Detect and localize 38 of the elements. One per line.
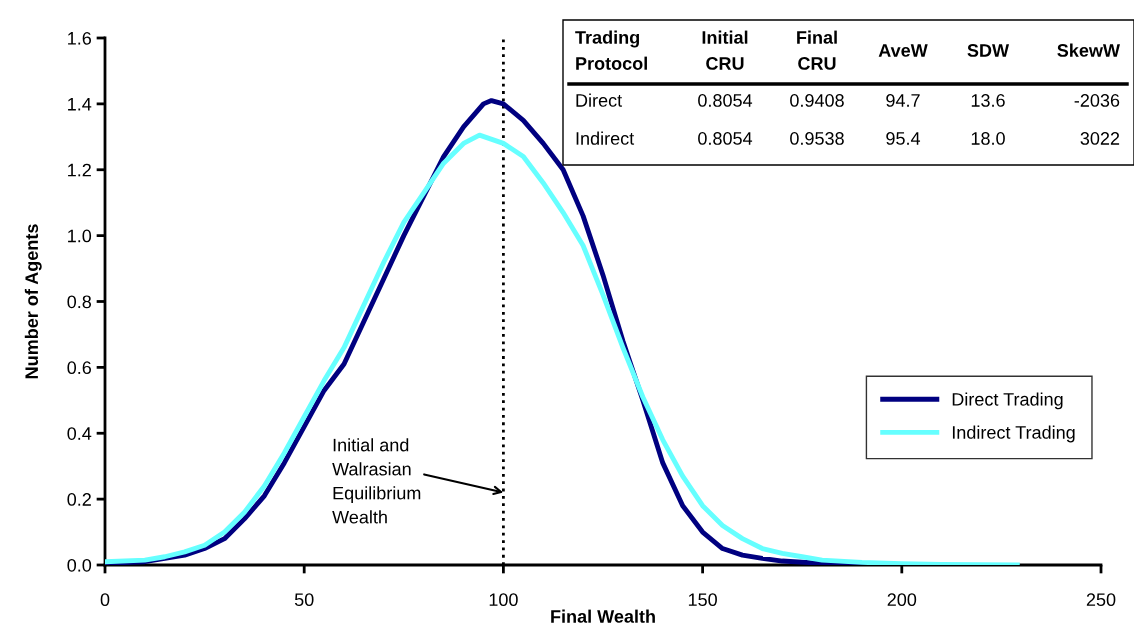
- x-tick-label: 0: [100, 593, 110, 607]
- annotation: 94.7: [886, 94, 920, 107]
- x-tick-label: 200: [887, 593, 917, 607]
- x-tick-label: 50: [294, 593, 314, 607]
- y-tick-label: 0.8: [67, 295, 92, 309]
- annotation: SDW: [967, 44, 1010, 57]
- x-axis-title: Final Wealth: [551, 609, 655, 623]
- annotation: 0.8054: [698, 94, 753, 107]
- y-tick-label: 1.4: [68, 98, 92, 111]
- annotation: Trading Protocol: [575, 30, 647, 70]
- annotation: Final CRU: [797, 30, 837, 70]
- x-tick-label: 100: [489, 593, 518, 607]
- annotation: -2036: [1074, 94, 1120, 107]
- y-tick-label: 0.4: [67, 427, 92, 440]
- annotation: AveW: [878, 44, 928, 57]
- annotation: 0.9538: [790, 132, 844, 145]
- annotation: 95.4: [886, 132, 921, 145]
- annotation: Initial and Walrasian Equilibrium Wealth: [332, 438, 421, 524]
- y-tick-label: 0.2: [67, 493, 91, 506]
- annotation: Direct: [576, 93, 623, 107]
- x-tick-label: 150: [688, 593, 717, 607]
- y-tick-label: 1.2: [68, 163, 91, 177]
- y-tick-label: 0.0: [67, 558, 92, 572]
- y-tick-label: 1.0: [68, 229, 92, 243]
- annotation: 13.6: [971, 94, 1005, 107]
- annotation: 0.9408: [790, 94, 844, 107]
- y-axis-title: Number of Agents: [24, 224, 42, 379]
- y-tick-label: 0.6: [67, 361, 92, 375]
- annotation: 0.8054: [698, 132, 753, 145]
- y-tick-label: 1.6: [68, 31, 92, 45]
- annotation: 3022: [1080, 132, 1120, 145]
- legend-label: Indirect Trading: [952, 425, 1075, 443]
- annotation: Initial CRU: [702, 30, 748, 70]
- annotation: SkewW: [1057, 43, 1120, 57]
- annotation: Indirect: [576, 131, 635, 145]
- x-tick-label: 250: [1086, 593, 1116, 607]
- legend-label: Direct Trading: [952, 392, 1063, 410]
- annotation: 18.0: [971, 132, 1005, 145]
